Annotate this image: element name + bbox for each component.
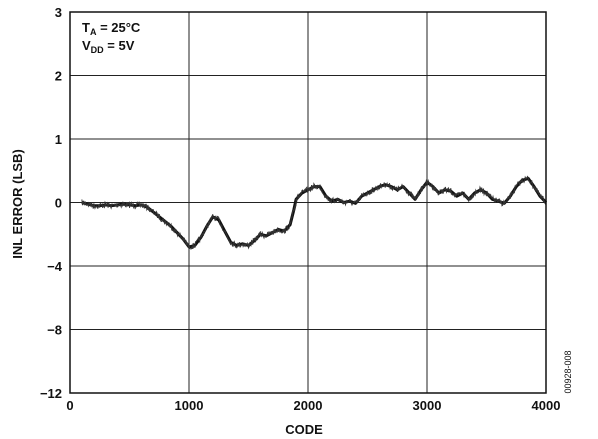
y-tick-label: 1	[55, 132, 62, 147]
y-tick-label: 2	[55, 69, 62, 84]
plot-frame	[69, 11, 547, 394]
y-tick-label: −8	[47, 323, 62, 338]
x-tick-label: 2000	[294, 398, 323, 413]
y-tick-label: 3	[55, 5, 62, 20]
x-tick-label: 1000	[175, 398, 204, 413]
y-tick-label: −12	[40, 386, 62, 401]
x-tick-label: 0	[66, 398, 73, 413]
annotation-box: TA = 25°C VDD = 5V	[82, 20, 141, 55]
temperature-annotation: TA = 25°C	[82, 20, 141, 37]
x-tick-label: 3000	[413, 398, 442, 413]
figure-code: 00928-008	[563, 350, 573, 393]
x-tick-label: 4000	[532, 398, 561, 413]
y-tick-label: 0	[55, 196, 62, 211]
y-tick-labels: 3 2 1 0 −4 −8 −12	[40, 5, 63, 401]
grid	[69, 11, 547, 394]
x-tick-labels: 0 1000 2000 3000 4000	[66, 398, 560, 413]
series-noise	[81, 175, 547, 250]
series-line	[81, 176, 548, 249]
supply-annotation: VDD = 5V	[82, 38, 135, 55]
y-tick-label: −4	[47, 259, 63, 274]
series-layer	[81, 175, 548, 250]
y-axis-label: INL ERROR (LSB)	[10, 149, 25, 259]
x-axis-label: CODE	[285, 422, 323, 437]
